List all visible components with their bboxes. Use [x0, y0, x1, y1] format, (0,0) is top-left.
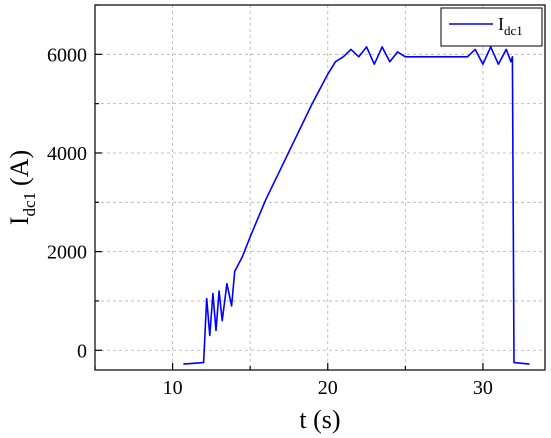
y-tick-label: 4000 [47, 143, 87, 165]
y-axis-title-main: I [5, 216, 34, 225]
tick-marks [94, 4, 484, 370]
series-layer [183, 46, 530, 365]
x-tick-label: 30 [473, 377, 493, 399]
legend-label-main: I [498, 14, 504, 34]
series-line [183, 46, 530, 365]
x-axis-title: t (s) [299, 405, 340, 434]
y-tick-label: 2000 [47, 242, 87, 264]
grid [94, 4, 545, 370]
legend-label: Idc1 [498, 14, 523, 38]
x-tick-label: 20 [318, 377, 338, 399]
y-axis-title-sub: dc1 [20, 192, 39, 217]
y-tick-label: 0 [77, 340, 87, 362]
plot-frame [94, 4, 546, 371]
legend: Idc1 [440, 7, 543, 47]
legend-box [440, 7, 543, 47]
tick-labels: 10 20 30 0 2000 4000 6000 [47, 44, 493, 399]
y-axis-title-unit: (A) [5, 150, 34, 186]
y-axis-title: Idc1 (A) [5, 150, 39, 225]
legend-label-sub: dc1 [504, 23, 523, 38]
y-tick-label: 6000 [47, 44, 87, 66]
x-tick-label: 10 [163, 377, 183, 399]
